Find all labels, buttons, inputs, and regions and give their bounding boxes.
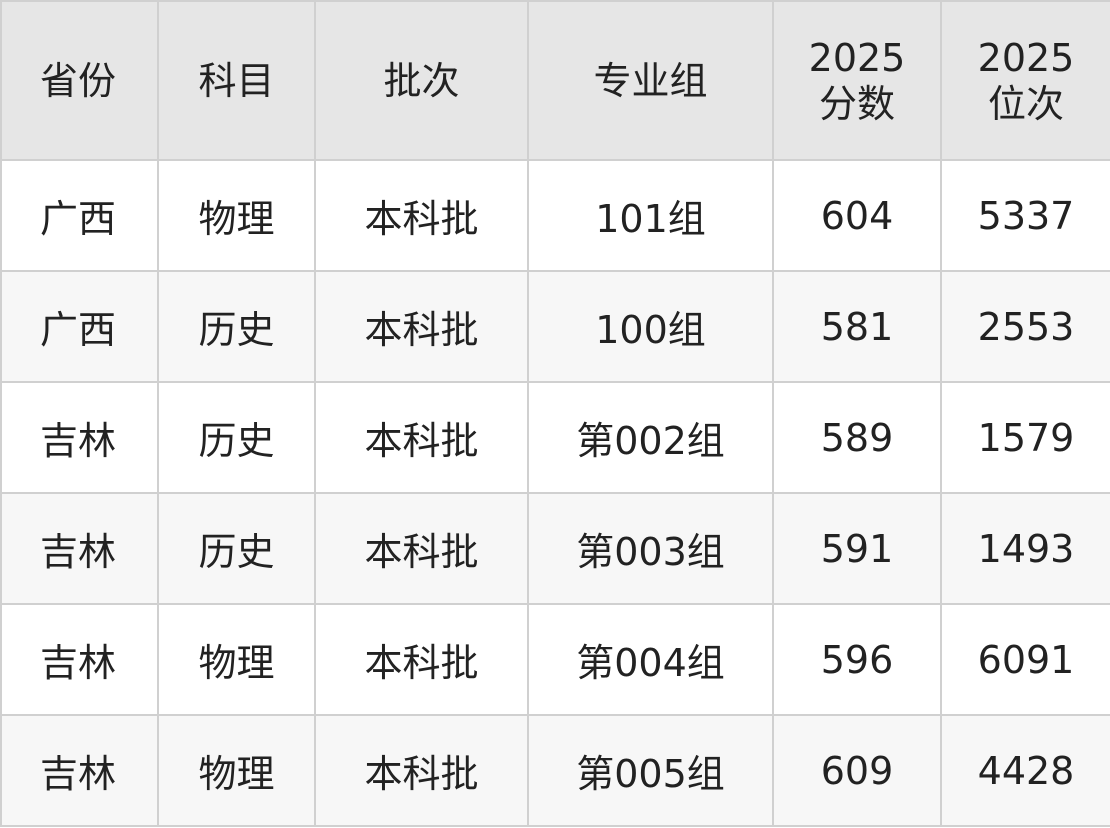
table-cell: 本科批 (314, 603, 529, 716)
table-cell: 第005组 (527, 714, 774, 827)
table-cell: 6091 (940, 603, 1110, 716)
table-cell: 广西 (0, 270, 159, 383)
table-cell: 1493 (940, 492, 1110, 605)
table-row: 吉林 历史 本科批 第002组 589 1579 (0, 381, 1110, 494)
table-cell: 589 (772, 381, 942, 494)
table-cell: 596 (772, 603, 942, 716)
table-row: 吉林 历史 本科批 第003组 591 1493 (0, 492, 1110, 605)
table-cell: 历史 (157, 381, 316, 494)
header-cell: 2025 位次 (940, 0, 1110, 161)
table-header: 省份 科目 批次 专业组 2025 分数 2025 位次 (0, 0, 1110, 161)
header-cell: 科目 (157, 0, 316, 161)
table-body: 广西 物理 本科批 101组 604 5337 广西 历史 本科批 100组 581 2553 吉林 历史… (0, 159, 1110, 827)
header-cell: 2025 分数 (772, 0, 942, 161)
table-cell: 1579 (940, 381, 1110, 494)
table-cell: 第002组 (527, 381, 774, 494)
table-cell: 4428 (940, 714, 1110, 827)
header-cell: 批次 (314, 0, 529, 161)
table-cell: 本科批 (314, 270, 529, 383)
table-cell: 物理 (157, 714, 316, 827)
table-cell: 本科批 (314, 714, 529, 827)
table-cell: 101组 (527, 159, 774, 272)
table-cell: 5337 (940, 159, 1110, 272)
header-row: 省份 科目 批次 专业组 2025 分数 2025 位次 (0, 0, 1110, 161)
table-cell: 物理 (157, 159, 316, 272)
table-cell: 581 (772, 270, 942, 383)
table-cell: 历史 (157, 492, 316, 605)
table-cell: 本科批 (314, 492, 529, 605)
table-cell: 第004组 (527, 603, 774, 716)
table-row: 广西 物理 本科批 101组 604 5337 (0, 159, 1110, 272)
table-cell: 吉林 (0, 603, 159, 716)
header-cell: 省份 (0, 0, 159, 161)
table-cell: 广西 (0, 159, 159, 272)
table-row: 吉林 物理 本科批 第004组 596 6091 (0, 603, 1110, 716)
table-cell: 物理 (157, 603, 316, 716)
header-cell: 专业组 (527, 0, 774, 161)
table-cell: 609 (772, 714, 942, 827)
table-cell: 100组 (527, 270, 774, 383)
table-cell: 吉林 (0, 714, 159, 827)
table-row: 广西 历史 本科批 100组 581 2553 (0, 270, 1110, 383)
table-cell: 2553 (940, 270, 1110, 383)
table-row: 吉林 物理 本科批 第005组 609 4428 (0, 714, 1110, 827)
table-cell: 本科批 (314, 159, 529, 272)
table-cell: 本科批 (314, 381, 529, 494)
table-cell: 吉林 (0, 492, 159, 605)
table-cell: 吉林 (0, 381, 159, 494)
table-cell: 历史 (157, 270, 316, 383)
table-cell: 604 (772, 159, 942, 272)
table-cell: 第003组 (527, 492, 774, 605)
table-cell: 591 (772, 492, 942, 605)
